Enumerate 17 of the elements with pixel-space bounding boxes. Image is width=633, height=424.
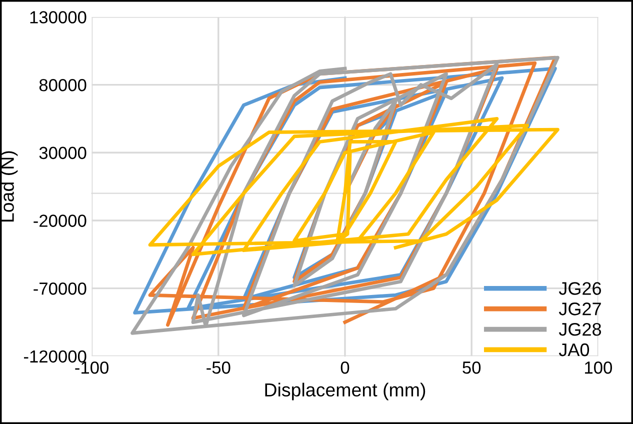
legend-label: JG28 (558, 322, 602, 336)
y-tick-label: -70000 (34, 282, 86, 295)
legend-label: JG27 (558, 302, 601, 316)
legend-label: JA0 (558, 343, 590, 356)
y-tick-label: -20000 (34, 214, 86, 227)
x-tick-label: -100 (75, 361, 108, 374)
y-tick-label: 30000 (39, 146, 86, 160)
x-tick-label: 0 (340, 361, 350, 374)
y-tick-label: 130000 (30, 11, 86, 24)
legend-label: JG26 (558, 282, 602, 295)
x-tick-label: 100 (585, 361, 612, 374)
y-tick-label: 80000 (39, 78, 86, 92)
y-tick-label: -120000 (24, 350, 86, 363)
x-tick-label: 50 (462, 361, 481, 374)
line-series (148, 116, 560, 256)
x-axis-title: Displacement (mm) (265, 382, 426, 400)
x-tick-label: -50 (206, 361, 230, 374)
